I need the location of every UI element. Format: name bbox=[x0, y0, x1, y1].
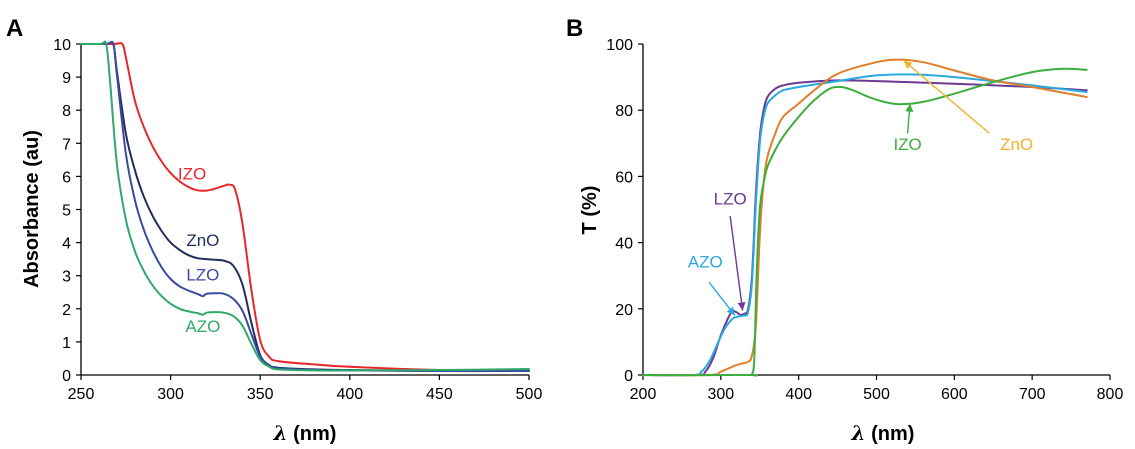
x-tick-label: 450 bbox=[426, 386, 453, 403]
series-annotation-azo-a: AZO bbox=[185, 317, 220, 336]
y-tick-label: 3 bbox=[62, 269, 71, 286]
y-tick-label: 60 bbox=[615, 169, 633, 186]
series-annotation-lzo-a: LZO bbox=[186, 266, 219, 285]
x-axis-title-b: λ (nm) bbox=[851, 421, 915, 445]
series-annotation-azo-b: AZO bbox=[688, 252, 723, 271]
series-line-lzo-b bbox=[642, 79, 1088, 377]
series-line-azo-a bbox=[80, 40, 530, 372]
x-tick-label: 500 bbox=[516, 386, 543, 403]
y-tick-label: 10 bbox=[53, 37, 71, 54]
y-tick-label: 5 bbox=[62, 203, 71, 220]
chart-panel-b: B T (%) λ (nm) 200 300 400 500 600 700 800 0 20 4… bbox=[566, 15, 1123, 445]
annotation-arrow-line bbox=[729, 216, 744, 311]
y-tick-label: 4 bbox=[62, 236, 71, 253]
series-annotation-izo-b: IZO bbox=[893, 135, 921, 154]
x-tick-label: 350 bbox=[247, 386, 274, 403]
series-line-zno-b bbox=[642, 58, 1088, 377]
y-tick-label: 0 bbox=[624, 368, 633, 385]
y-tick-label: 9 bbox=[62, 70, 71, 87]
series-annotation-zno-a: ZnO bbox=[186, 231, 219, 250]
y-axis-title-b: T (%) bbox=[579, 186, 601, 235]
y-axis-title-a: Absorbance (au) bbox=[21, 130, 43, 288]
y-tick-label: 6 bbox=[62, 169, 71, 186]
series-line-azo-b bbox=[642, 73, 1088, 377]
x-tick-label: 800 bbox=[1097, 386, 1124, 403]
x-axis-unit-b: (nm) bbox=[866, 423, 915, 445]
annotation-arrow-head bbox=[905, 103, 914, 112]
y-tick-label: 20 bbox=[615, 302, 633, 319]
annotation-arrow-head bbox=[737, 302, 746, 311]
x-tick-label: 250 bbox=[68, 386, 95, 403]
y-tick-label: 0 bbox=[62, 368, 71, 385]
series-line-izo-a bbox=[80, 42, 530, 372]
series-annotation-zno-b: ZnO bbox=[1000, 135, 1033, 154]
x-tick-label: 400 bbox=[785, 386, 812, 403]
series-line-zno-a bbox=[80, 41, 530, 373]
y-tick-label: 2 bbox=[62, 302, 71, 319]
x-axis-symbol-a: λ bbox=[273, 421, 288, 445]
y-tick-label: 7 bbox=[62, 136, 71, 153]
annotation-arrow-line bbox=[903, 60, 990, 134]
x-axis-title-a: λ (nm) bbox=[273, 421, 337, 445]
y-tick-label: 8 bbox=[62, 103, 71, 120]
x-tick-label: 600 bbox=[941, 386, 968, 403]
panel-label-a: A bbox=[6, 15, 23, 42]
y-tick-label: 80 bbox=[615, 103, 633, 120]
series-line-izo-b bbox=[642, 67, 1088, 377]
annotation-arrow-head bbox=[726, 306, 735, 316]
chart-panel-a: A Absorbance (au) λ (nm) 250 300 350 400 450… bbox=[6, 15, 542, 445]
x-tick-label: 400 bbox=[336, 386, 363, 403]
x-tick-label: 200 bbox=[630, 386, 657, 403]
y-tick-label: 40 bbox=[615, 236, 633, 253]
y-tick-label: 100 bbox=[606, 37, 633, 54]
x-axis-symbol-b: λ bbox=[851, 421, 866, 445]
annotation-arrow-head bbox=[903, 60, 913, 69]
y-tick-label: 1 bbox=[62, 335, 71, 352]
x-tick-label: 700 bbox=[1019, 386, 1046, 403]
x-tick-label: 300 bbox=[707, 386, 734, 403]
x-tick-label: 500 bbox=[863, 386, 890, 403]
x-axis-unit-a: (nm) bbox=[288, 423, 337, 445]
series-annotation-izo-a: IZO bbox=[178, 165, 206, 184]
x-tick-label: 300 bbox=[157, 386, 184, 403]
panel-label-b: B bbox=[566, 15, 583, 42]
series-annotation-lzo-b: LZO bbox=[714, 190, 747, 209]
